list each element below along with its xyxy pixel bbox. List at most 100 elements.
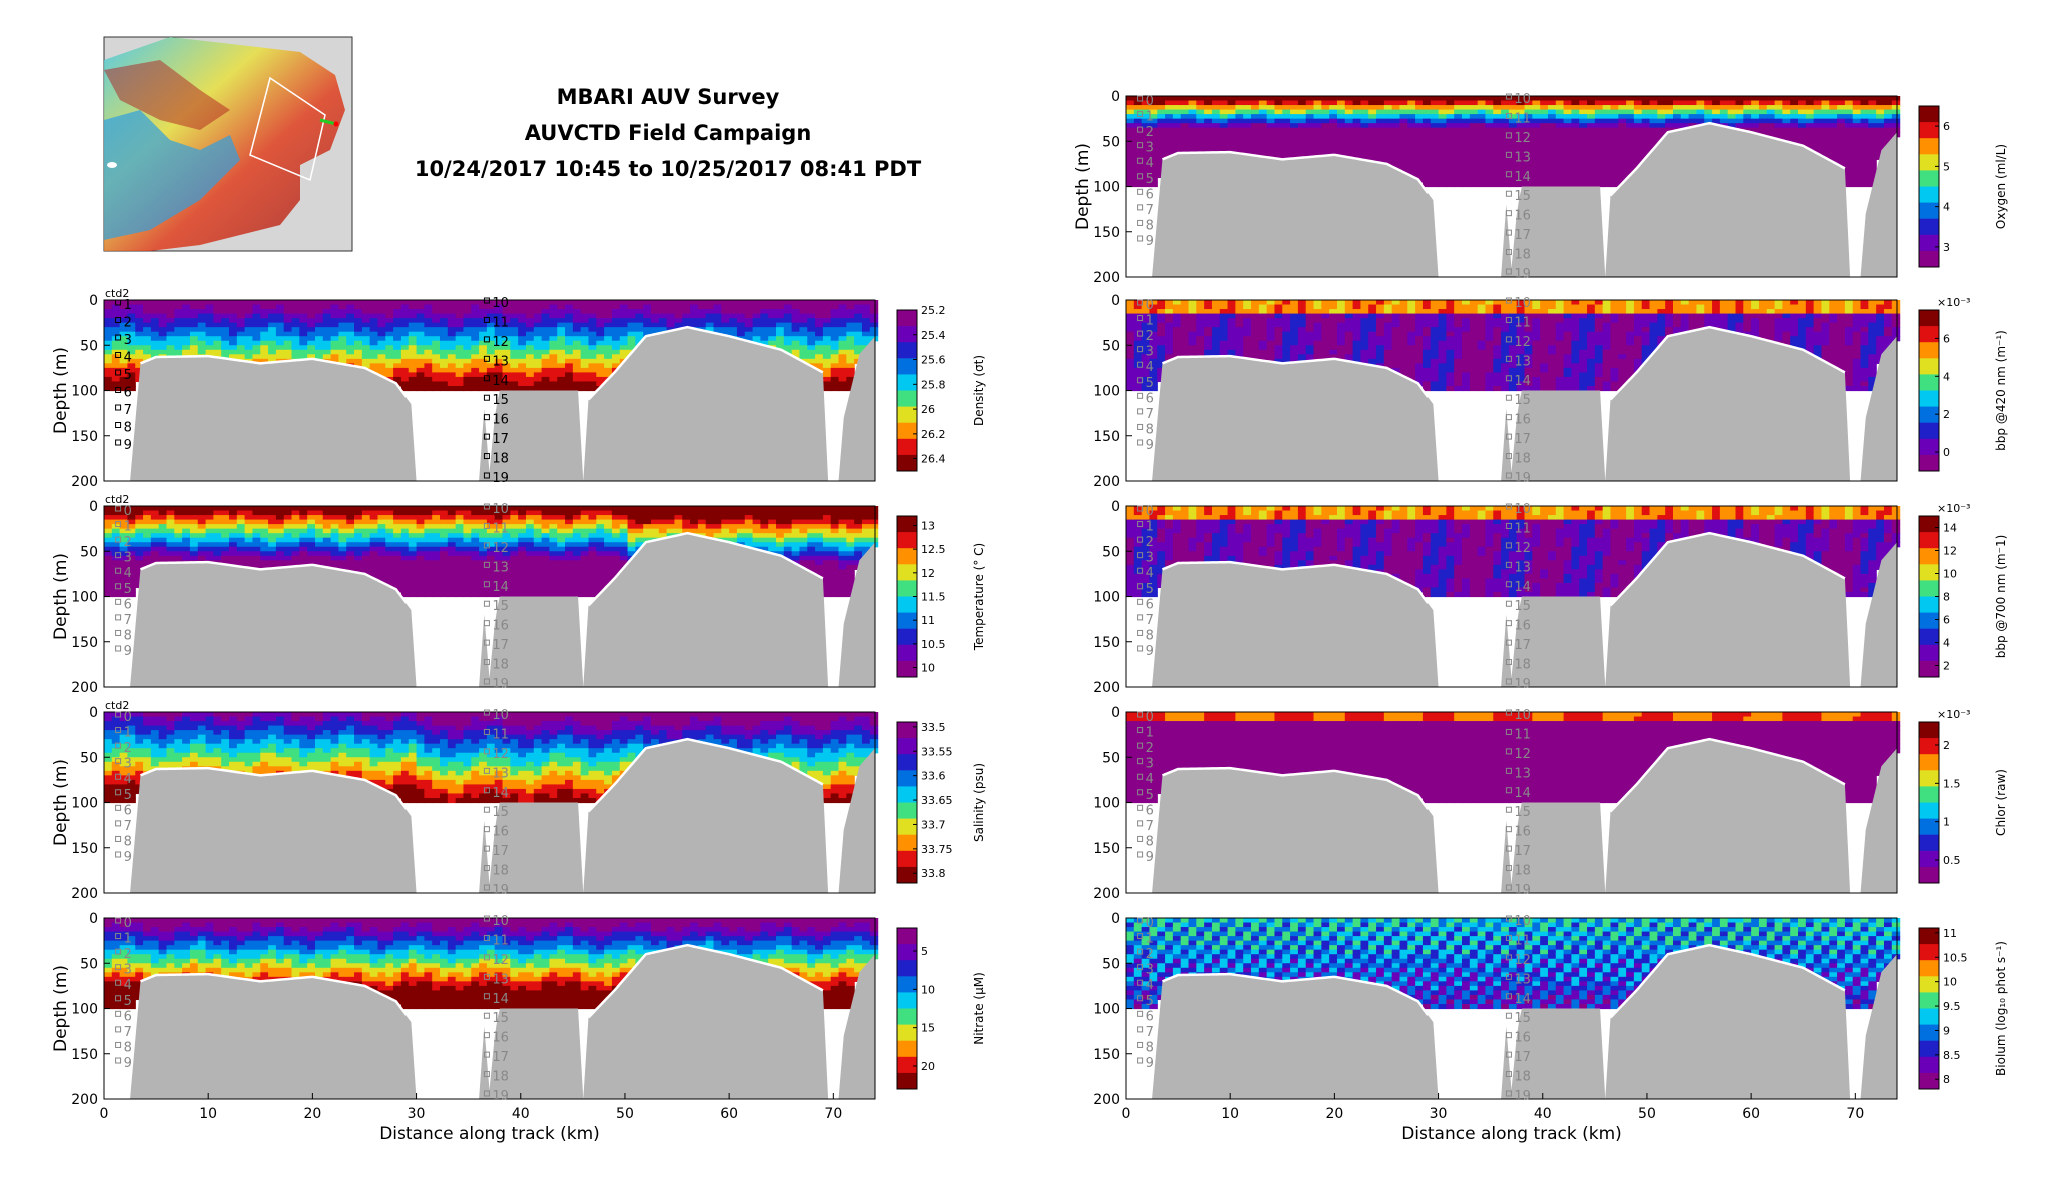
density-cell <box>502 367 511 373</box>
density-cell <box>494 327 504 333</box>
salinity-cell <box>127 797 136 804</box>
density-cell <box>213 313 222 319</box>
salinity-cell <box>580 788 590 795</box>
temperature-cell <box>455 537 465 543</box>
salinity-cell <box>104 739 113 745</box>
salinity-cell <box>268 739 277 745</box>
salinity-cell <box>432 775 441 781</box>
density-cell <box>330 327 340 333</box>
colorbar-segment <box>897 326 917 331</box>
colorbar-tick-label: 33.8 <box>921 867 946 880</box>
temperature-cell <box>275 515 285 521</box>
salinity-cell <box>377 739 386 745</box>
station-label: 1 <box>124 298 132 313</box>
salinity-cell <box>322 712 332 718</box>
salinity-cell <box>486 734 496 740</box>
density-cell <box>604 313 613 319</box>
salinity-cell <box>440 770 449 776</box>
salinity-cell <box>533 739 543 745</box>
density-cell <box>260 345 269 351</box>
temperature-cell <box>307 542 316 548</box>
temperature-cell <box>440 569 449 575</box>
salinity-cell <box>486 761 496 767</box>
salinity-cell <box>541 761 551 767</box>
salinity-cell <box>252 766 261 772</box>
salinity-cell <box>275 766 285 772</box>
temperature-cell <box>455 510 465 516</box>
salinity-cell <box>291 725 300 731</box>
density-cell <box>424 313 433 319</box>
temperature-cell <box>291 515 300 521</box>
salinity-cell <box>510 712 519 718</box>
salinity-cell <box>307 725 316 731</box>
density-cell <box>291 313 300 319</box>
temperature-cell <box>768 519 777 525</box>
temperature-cell <box>588 542 597 548</box>
salinity-cell <box>385 784 394 790</box>
density-cell <box>557 372 566 378</box>
salinity-cell <box>260 770 269 776</box>
salinity-cell <box>721 734 730 740</box>
temperature-cell <box>330 515 340 521</box>
temperature-cell <box>424 587 433 593</box>
density-cell <box>143 313 152 319</box>
temperature-cell <box>596 573 605 579</box>
salinity-cell <box>111 766 121 772</box>
density-cell <box>533 340 543 346</box>
salinity-cell <box>377 752 386 758</box>
colorbar-segment <box>897 592 917 597</box>
temperature-cell <box>447 591 457 598</box>
colorbar-segment <box>897 520 917 525</box>
density-cell <box>565 336 574 342</box>
temperature-cell <box>283 524 293 530</box>
density-cell <box>354 336 363 342</box>
density-cell <box>463 340 472 346</box>
density-cell <box>807 313 816 319</box>
temperature-cell <box>682 506 691 512</box>
salinity-cell <box>197 712 207 718</box>
density-cell <box>400 381 410 387</box>
temperature-cell <box>799 510 808 516</box>
nitrate-cell <box>127 985 136 991</box>
temperature-cell <box>143 524 152 530</box>
density-cell <box>846 322 855 328</box>
density-cell <box>846 309 855 315</box>
salinity-cell <box>400 739 410 745</box>
salinity-cell <box>580 793 590 799</box>
density-cell <box>393 313 402 319</box>
salinity-cell <box>619 761 629 767</box>
temperature-cell <box>783 519 793 525</box>
temperature-cell <box>533 515 543 521</box>
salinity-cell <box>455 712 465 718</box>
temperature-cell <box>244 528 254 534</box>
density-cell <box>346 358 355 364</box>
density-cell <box>127 354 136 360</box>
salinity-cell <box>494 716 504 722</box>
salinity-cell <box>838 797 847 804</box>
temperature-cell <box>572 573 582 579</box>
density-cell <box>604 331 613 337</box>
temperature-cell <box>322 515 332 521</box>
salinity-cell <box>838 770 847 776</box>
temperature-cell <box>705 533 715 539</box>
density-cell <box>455 331 465 337</box>
density-cell <box>650 327 660 333</box>
temperature-cell <box>721 524 730 530</box>
salinity-cell <box>432 761 441 767</box>
nitrate-cell <box>104 976 113 982</box>
salinity-cell <box>643 725 652 731</box>
salinity-cell <box>518 721 527 727</box>
density-cell <box>104 358 113 364</box>
salinity-cell <box>260 757 269 763</box>
density-cell <box>440 304 449 310</box>
station-marker <box>483 522 490 529</box>
temperature-cell <box>486 555 496 561</box>
nitrate-cell <box>104 990 113 996</box>
colorbar-segment <box>897 616 917 622</box>
salinity-cell <box>486 766 496 772</box>
temperature-bottom-line-2 <box>587 531 824 607</box>
temperature-cell <box>408 587 418 593</box>
density-cell <box>127 381 136 387</box>
salinity-cell <box>518 712 527 718</box>
salinity-cell <box>158 734 168 740</box>
